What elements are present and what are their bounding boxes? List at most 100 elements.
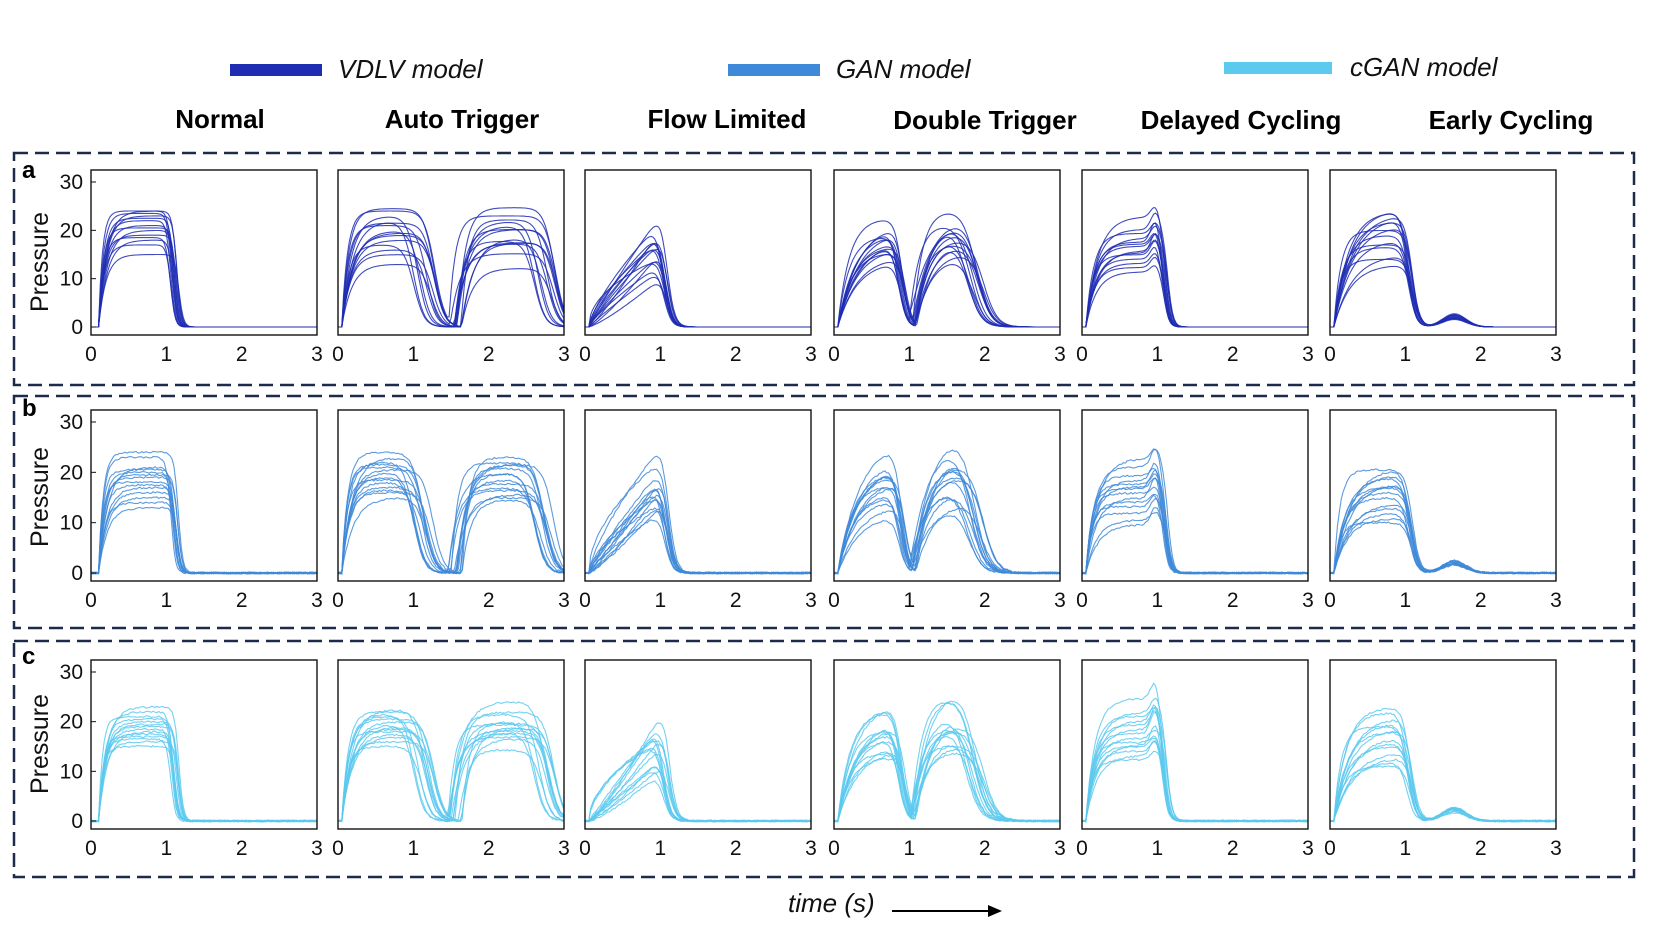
column-title-early-cycling: Early Cycling: [1429, 105, 1594, 135]
panel-b-flow-limited-trace-2: [584, 507, 811, 575]
panel-a-auto-trigger: 0 1 2 3: [332, 169, 570, 366]
panel-b-auto-trigger-xtick-2: 2: [483, 589, 495, 612]
panel-c-auto-trigger-xtick-3: 3: [558, 837, 570, 860]
panel-c-flow-limited-trace-9: [584, 740, 812, 823]
panel-a-delayed-cycling-xtick-0: 0: [1076, 343, 1088, 366]
panel-a-delayed-cycling-trace-3: [1082, 253, 1308, 328]
panel-b-normal-trace-14: [90, 450, 318, 575]
panel-b-double-trigger-frame: [833, 409, 1061, 582]
panel-c-double-trigger: 0 1 2 3: [828, 659, 1066, 860]
panel-a-flow-limited-xtick-3: 3: [805, 343, 817, 366]
panel-a-early-cycling-trace-1: [1330, 265, 1556, 328]
row-label-c: c: [22, 643, 35, 670]
panel-a-auto-trigger-trace-12: [338, 216, 565, 328]
panel-b-auto-trigger-trace-9: [337, 463, 565, 574]
panel-a-flow-limited-trace-14: [585, 225, 811, 328]
panel-c-early-cycling-trace-6: [1329, 743, 1557, 823]
panel-a-early-cycling-trace-14: [1330, 213, 1556, 328]
panel-b-delayed-cycling-frame: [1081, 409, 1309, 582]
legend-label-gan: GAN model: [836, 54, 972, 84]
panel-a-double-trigger-xtick-2: 2: [979, 343, 991, 366]
panel-a-normal-xtick-0: 0: [85, 343, 97, 366]
panel-c-auto-trigger-trace-8: [337, 724, 565, 823]
panel-a-auto-trigger-xtick-3: 3: [558, 343, 570, 366]
panel-c-early-cycling: 0 1 2 3: [1324, 659, 1562, 860]
panel-b-delayed-cycling-xtick-0: 0: [1076, 589, 1088, 612]
panel-c-auto-trigger-trace-13: [337, 710, 565, 823]
panel-a-double-trigger-xtick-3: 3: [1054, 343, 1066, 366]
panel-b-flow-limited-xtick-2: 2: [730, 589, 742, 612]
panel-c-normal-xtick-0: 0: [85, 837, 97, 860]
panel-b-flow-limited-trace-12: [584, 480, 812, 575]
panel-a-flow-limited: 0 1 2 3: [579, 169, 817, 366]
panel-c-delayed-cycling-xtick-2: 2: [1227, 837, 1239, 860]
legend: VDLV model GAN model cGAN model: [230, 52, 1499, 84]
panel-c-double-trigger-xtick-1: 1: [903, 837, 915, 860]
panel-a-early-cycling-trace-7: [1330, 235, 1556, 328]
panel-b-early-cycling-xtick-3: 3: [1550, 589, 1562, 612]
panel-a-normal-ytick-10: 10: [60, 268, 83, 291]
panel-b-delayed-cycling-trace-1: [1081, 507, 1309, 575]
panel-c-auto-trigger-trace-14: [337, 701, 565, 823]
legend-label-cgan: cGAN model: [1350, 52, 1499, 82]
row-frame-b: [12, 394, 1636, 630]
panel-b-auto-trigger-xtick-0: 0: [332, 589, 344, 612]
panel-b-delayed-cycling-xtick-2: 2: [1227, 589, 1239, 612]
y-axis-label-row-a: Pressure: [26, 212, 54, 312]
panel-a-auto-trigger-xtick-0: 0: [332, 343, 344, 366]
panel-c-normal-trace-3: [90, 737, 318, 823]
panel-b-normal-trace-6: [90, 483, 318, 575]
panel-a-double-trigger-xtick-1: 1: [903, 343, 915, 366]
panel-b-delayed-cycling-xtick-1: 1: [1151, 589, 1163, 612]
panel-b-flow-limited-traces: [584, 455, 812, 575]
panel-c-normal-ytick-0: 0: [71, 810, 83, 833]
panel-c-double-trigger-xtick-3: 3: [1054, 837, 1066, 860]
panel-c-normal-xtick-2: 2: [236, 837, 248, 860]
panel-c-flow-limited-trace-4: [584, 766, 812, 823]
panel-b-auto-trigger-trace-14: [337, 451, 565, 575]
legend-label-vdlv: VDLV model: [338, 54, 484, 84]
panel-c-double-trigger-trace-4: [833, 745, 1061, 823]
panel-a-delayed-cycling-trace-1: [1082, 265, 1308, 328]
panel-b-early-cycling: 0 1 2 3: [1324, 409, 1562, 612]
panel-a-early-cycling: 0 1 2 3: [1324, 169, 1562, 366]
panel-c-flow-limited-xtick-1: 1: [654, 837, 666, 860]
panel-a-early-cycling-trace-13: [1330, 213, 1556, 328]
panel-c-double-trigger-trace-14: [833, 700, 1061, 823]
panel-a-delayed-cycling: 0 1 2 3: [1076, 169, 1314, 366]
panel-b-double-trigger: 0 1 2 3: [828, 409, 1066, 612]
panel-c-normal-trace-2: [90, 740, 318, 823]
panel-c-flow-limited-trace-13: [584, 739, 812, 823]
panel-c-delayed-cycling-trace-14: [1081, 682, 1309, 823]
y-axis-label-row-b: Pressure: [26, 447, 54, 547]
panel-c-early-cycling-xtick-2: 2: [1475, 837, 1487, 860]
panel-b-normal-trace-1: [90, 506, 318, 575]
panel-c-normal-trace-10: [90, 720, 318, 823]
panel-a-double-trigger-trace-7: [834, 237, 1060, 328]
panel-b-early-cycling-trace-7: [1329, 491, 1557, 575]
panel-b-double-trigger-xtick-0: 0: [828, 589, 840, 612]
panel-c-normal-trace-7: [90, 728, 318, 823]
panel-c-delayed-cycling-xtick-0: 0: [1076, 837, 1088, 860]
panel-a-early-cycling-trace-6: [1330, 243, 1556, 328]
panel-b-delayed-cycling: 0 1 2 3: [1076, 409, 1314, 612]
panel-c-normal-trace-6: [90, 730, 317, 823]
panel-c-auto-trigger-xtick-0: 0: [332, 837, 344, 860]
panel-a-normal-xtick-2: 2: [236, 343, 248, 366]
panel-b-early-cycling-trace-13: [1329, 468, 1557, 575]
panel-a-delayed-cycling-trace-6: [1082, 232, 1308, 328]
panel-c-delayed-cycling-trace-5: [1081, 725, 1309, 823]
panel-c-double-trigger-frame: [833, 659, 1061, 830]
panel-c-delayed-cycling: 0 1 2 3: [1076, 659, 1314, 860]
panel-c-normal-ytick-30: 30: [60, 661, 83, 684]
panel-a-flow-limited-frame: [584, 169, 812, 336]
panel-c-normal-xtick-1: 1: [160, 837, 172, 860]
panel-b-flow-limited-trace-13: [584, 468, 812, 575]
panel-b-auto-trigger-xtick-3: 3: [558, 589, 570, 612]
panel-c-delayed-cycling-trace-11: [1081, 704, 1309, 823]
panel-c-flow-limited-xtick-2: 2: [730, 837, 742, 860]
x-axis-title: time (s): [788, 888, 875, 918]
panel-c-delayed-cycling-trace-7: [1081, 730, 1308, 823]
